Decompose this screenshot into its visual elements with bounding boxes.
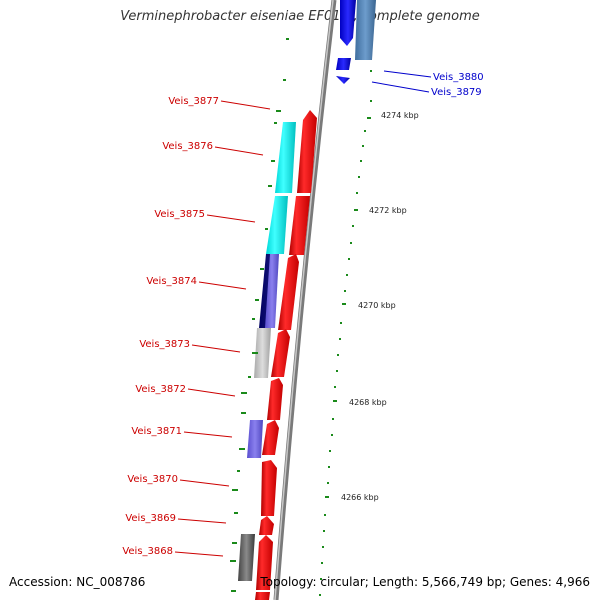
gene-arrow-forward	[336, 76, 350, 84]
gene-label-veis-3879[interactable]: Veis_3879	[431, 87, 482, 98]
gene-block-darkgray	[238, 534, 255, 581]
gene-block-reverse	[255, 592, 270, 600]
gc-skew-track-left	[230, 38, 289, 592]
gene-block-cyan	[275, 122, 296, 193]
kbp-ticks: 4274 kbp 4272 kbp 4270 kbp 4268 kbp 4266…	[341, 111, 419, 502]
topology-text: Topology: circular; Length: 5,566,749 bp…	[260, 575, 590, 589]
gene-label-veis-3874[interactable]: Veis_3874	[146, 276, 197, 287]
gene-block-reverse	[259, 516, 274, 535]
gene-block-violet	[265, 254, 279, 328]
genome-backbone	[273, 0, 337, 600]
gc-skew-track-right	[319, 70, 372, 596]
gene-label-veis-3873[interactable]: Veis_3873	[139, 339, 190, 350]
gene-label-veis-3876[interactable]: Veis_3876	[162, 141, 213, 152]
kbp-tick-label: 4274 kbp	[381, 111, 419, 120]
forward-strand-genes	[336, 0, 376, 84]
gene-block-reverse	[297, 110, 317, 193]
kbp-tick-label: 4270 kbp	[358, 301, 396, 310]
gene-block-forward	[355, 0, 376, 60]
forward-gene-labels: Veis_3880 Veis_3879	[371, 70, 484, 98]
gene-label-veis-3877[interactable]: Veis_3877	[168, 96, 219, 107]
gene-label-veis-3869[interactable]: Veis_3869	[125, 513, 176, 524]
gene-block-forward	[340, 0, 356, 46]
gene-label-veis-3872[interactable]: Veis_3872	[135, 384, 186, 395]
gene-label-veis-3875[interactable]: Veis_3875	[154, 209, 205, 220]
accession-text: Accession: NC_008786	[9, 575, 146, 589]
gene-label-veis-3871[interactable]: Veis_3871	[131, 426, 182, 437]
gene-block-reverse	[267, 378, 283, 420]
gene-block-reverse	[261, 460, 277, 516]
gene-block-cyan	[266, 196, 288, 254]
gene-block-reverse	[271, 329, 290, 377]
gene-block-reverse	[262, 420, 279, 455]
kbp-tick-label: 4272 kbp	[369, 206, 407, 215]
gene-label-veis-3868[interactable]: Veis_3868	[122, 546, 173, 557]
gene-label-veis-3880[interactable]: Veis_3880	[433, 72, 484, 83]
gene-block-reverse	[289, 196, 310, 255]
gene-label-veis-3870[interactable]: Veis_3870	[127, 474, 178, 485]
reverse-gene-labels: Veis_3877 Veis_3876 Veis_3875 Veis_3874 …	[122, 96, 271, 557]
gene-block-lightgray	[254, 328, 271, 378]
reverse-strand-genes	[238, 110, 317, 600]
kbp-tick-label: 4268 kbp	[349, 398, 387, 407]
map-title: Verminephrobacter eiseniae EF01-2, compl…	[120, 9, 480, 24]
gene-block-reverse	[278, 254, 299, 330]
gene-block-violet	[247, 420, 263, 458]
kbp-tick-label: 4266 kbp	[341, 493, 379, 502]
gene-block-reverse	[256, 535, 273, 590]
gene-block-forward	[336, 58, 351, 70]
